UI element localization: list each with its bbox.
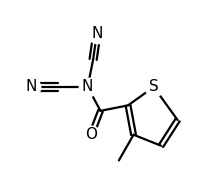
Text: N: N <box>91 26 103 41</box>
Text: O: O <box>85 127 97 142</box>
Text: N: N <box>25 80 36 95</box>
Text: N: N <box>82 80 93 95</box>
Text: S: S <box>149 80 159 95</box>
